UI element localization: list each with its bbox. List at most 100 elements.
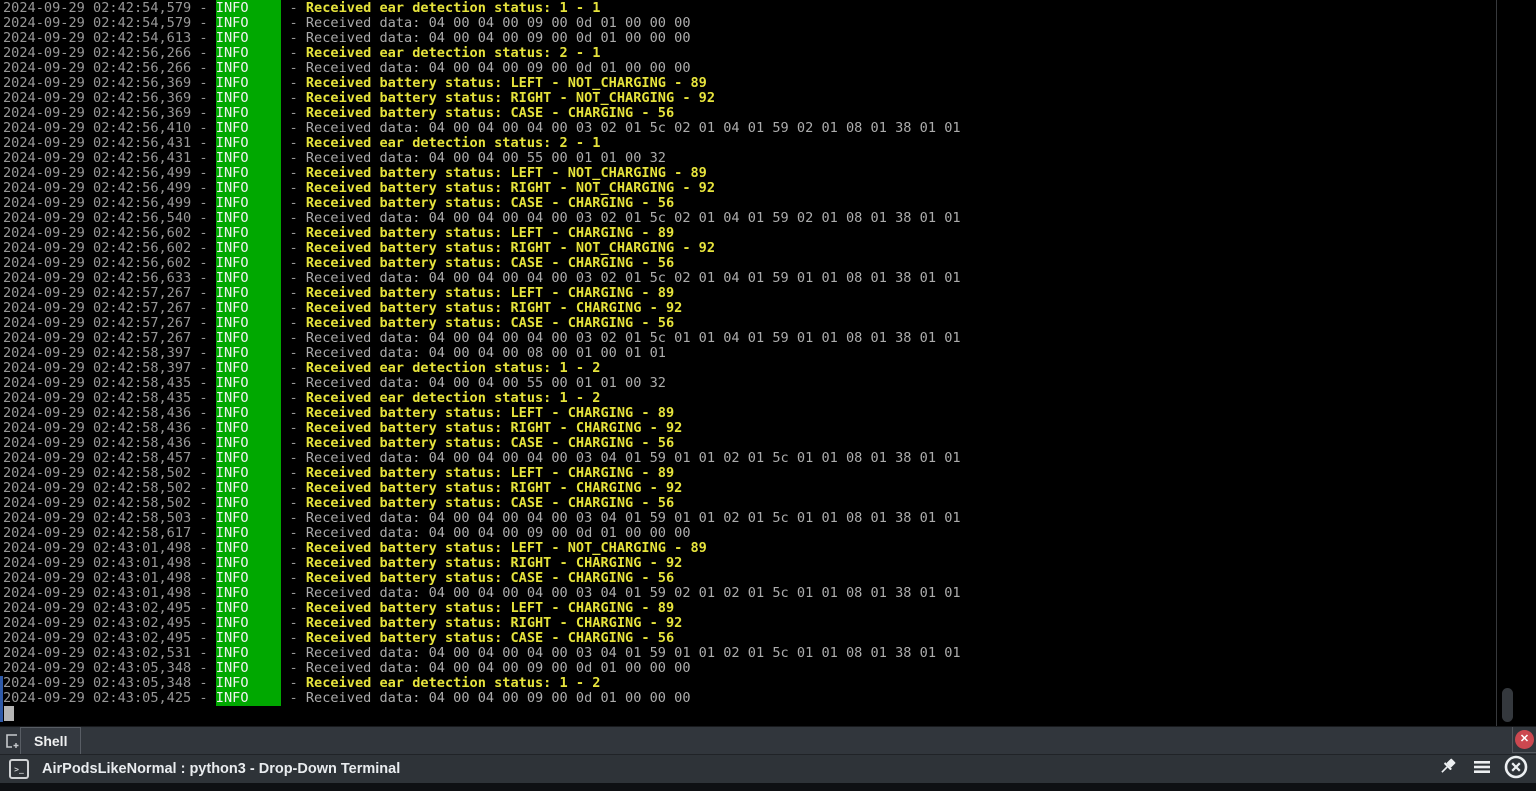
log-level-badge: INFO — [215, 360, 282, 376]
close-window-button[interactable] — [1504, 755, 1528, 784]
log-level-badge: INFO — [215, 300, 282, 316]
log-line: 2024-09-29 02:43:02,495 - INFO - Receive… — [3, 615, 683, 631]
log-level-badge: INFO — [215, 690, 282, 706]
log-level-badge: INFO — [215, 495, 282, 511]
close-session-button[interactable]: ✕ — [1515, 730, 1534, 749]
keep-open-pin-button[interactable] — [1436, 758, 1460, 782]
log-level-badge: INFO — [215, 405, 282, 421]
log-line: 2024-09-29 02:42:56,499 - INFO - Receive… — [3, 165, 707, 181]
log-level-badge: INFO — [215, 225, 282, 241]
window-bottom-edge — [0, 783, 1536, 791]
log-line: 2024-09-29 02:42:58,435 - INFO - Receive… — [3, 375, 666, 391]
log-line: 2024-09-29 02:42:58,502 - INFO - Receive… — [3, 480, 683, 496]
log-level-badge: INFO — [215, 510, 282, 526]
log-line: 2024-09-29 02:42:54,613 - INFO - Receive… — [3, 30, 691, 46]
log-level-badge: INFO — [215, 255, 282, 271]
scrollbar-thumb[interactable] — [1502, 688, 1513, 722]
log-level-badge: INFO — [215, 270, 282, 286]
log-line: 2024-09-29 02:42:58,436 - INFO - Receive… — [3, 435, 675, 451]
log-level-badge: INFO — [215, 45, 282, 61]
log-level-badge: INFO — [215, 60, 282, 76]
log-level-badge: INFO — [215, 105, 282, 121]
close-icon — [1504, 755, 1528, 784]
log-line: 2024-09-29 02:42:58,503 - INFO - Receive… — [3, 510, 961, 526]
log-level-badge: INFO — [215, 345, 282, 361]
log-level-badge: INFO — [215, 600, 282, 616]
log-line: 2024-09-29 02:42:57,267 - INFO - Receive… — [3, 300, 683, 316]
log-level-badge: INFO — [215, 165, 282, 181]
log-line: 2024-09-29 02:42:57,267 - INFO - Receive… — [3, 285, 675, 301]
scrollbar-track[interactable] — [1496, 0, 1516, 726]
log-line: 2024-09-29 02:43:02,495 - INFO - Receive… — [3, 630, 675, 646]
menu-button[interactable] — [1470, 758, 1494, 782]
log-level-badge: INFO — [215, 630, 282, 646]
log-level-badge: INFO — [215, 15, 282, 31]
log-line: 2024-09-29 02:42:56,369 - INFO - Receive… — [3, 75, 707, 91]
log-line: 2024-09-29 02:43:05,425 - INFO - Receive… — [3, 690, 691, 706]
tab-shell-label: Shell — [34, 733, 68, 749]
log-level-badge: INFO — [215, 450, 282, 466]
log-level-badge: INFO — [215, 75, 282, 91]
log-level-badge: INFO — [215, 375, 282, 391]
log-line: 2024-09-29 02:43:01,498 - INFO - Receive… — [3, 570, 675, 586]
log-line: 2024-09-29 02:43:02,495 - INFO - Receive… — [3, 600, 675, 616]
log-level-badge: INFO — [215, 540, 282, 556]
log-line: 2024-09-29 02:42:57,267 - INFO - Receive… — [3, 315, 675, 331]
log-line: 2024-09-29 02:42:56,266 - INFO - Receive… — [3, 60, 691, 76]
log-line: 2024-09-29 02:43:02,531 - INFO - Receive… — [3, 645, 961, 661]
log-line: 2024-09-29 02:42:58,436 - INFO - Receive… — [3, 420, 683, 436]
log-line: 2024-09-29 02:43:05,348 - INFO - Receive… — [3, 675, 601, 691]
log-level-badge: INFO — [215, 435, 282, 451]
log-line: 2024-09-29 02:42:56,410 - INFO - Receive… — [3, 120, 961, 136]
log-line: 2024-09-29 02:42:56,431 - INFO - Receive… — [3, 150, 666, 166]
tab-shell[interactable]: Shell — [20, 727, 82, 754]
new-tab-icon — [3, 734, 21, 754]
log-level-badge: INFO — [215, 210, 282, 226]
log-level-badge: INFO — [215, 465, 282, 481]
log-line: 2024-09-29 02:43:01,498 - INFO - Receive… — [3, 540, 707, 556]
log-line: 2024-09-29 02:42:56,602 - INFO - Receive… — [3, 225, 675, 241]
log-level-badge: INFO — [215, 315, 282, 331]
log-line: 2024-09-29 02:42:56,602 - INFO - Receive… — [3, 240, 716, 256]
log-level-badge: INFO — [215, 90, 282, 106]
new-output-indicator — [0, 676, 3, 722]
log-line: 2024-09-29 02:43:01,498 - INFO - Receive… — [3, 585, 961, 601]
log-level-badge: INFO — [215, 240, 282, 256]
log-line: 2024-09-29 02:42:58,435 - INFO - Receive… — [3, 390, 601, 406]
log-line: 2024-09-29 02:42:56,499 - INFO - Receive… — [3, 180, 716, 196]
log-level-badge: INFO — [215, 555, 282, 571]
log-level-badge: INFO — [215, 660, 282, 676]
log-line: 2024-09-29 02:42:56,499 - INFO - Receive… — [3, 195, 675, 211]
log-line: 2024-09-29 02:42:54,579 - INFO - Receive… — [3, 15, 691, 31]
log-level-badge: INFO — [215, 390, 282, 406]
tab-bar-corner: ✕ — [1512, 727, 1536, 753]
hamburger-menu-icon — [1472, 757, 1492, 782]
log-line: 2024-09-29 02:42:58,436 - INFO - Receive… — [3, 405, 675, 421]
log-line: 2024-09-29 02:42:57,267 - INFO - Receive… — [3, 330, 961, 346]
title-bar: >_ AirPodsLikeNormal : python3 - Drop-Do… — [0, 754, 1536, 783]
log-level-badge: INFO — [215, 195, 282, 211]
log-level-badge: INFO — [215, 615, 282, 631]
terminal-icon: >_ — [9, 759, 29, 779]
log-level-badge: INFO — [215, 480, 282, 496]
log-level-badge: INFO — [215, 120, 282, 136]
log-line: 2024-09-29 02:42:58,457 - INFO - Receive… — [3, 450, 961, 466]
log-level-badge: INFO — [215, 30, 282, 46]
log-line: 2024-09-29 02:42:58,397 - INFO - Receive… — [3, 345, 666, 361]
tab-bar: Shell ✕ — [0, 726, 1536, 754]
log-level-badge: INFO — [215, 525, 282, 541]
log-level-badge: INFO — [215, 330, 282, 346]
window-title: AirPodsLikeNormal : python3 - Drop-Down … — [42, 761, 401, 777]
log-line: 2024-09-29 02:42:58,502 - INFO - Receive… — [3, 495, 675, 511]
log-line: 2024-09-29 02:42:54,579 - INFO - Receive… — [3, 0, 601, 16]
log-line: 2024-09-29 02:42:56,602 - INFO - Receive… — [3, 255, 675, 271]
log-level-badge: INFO — [215, 180, 282, 196]
log-line: 2024-09-29 02:42:58,617 - INFO - Receive… — [3, 525, 691, 541]
log-level-badge: INFO — [215, 675, 282, 691]
terminal-output-area[interactable]: 2024-09-29 02:42:54,579 - INFO - Receive… — [0, 0, 1516, 726]
log-line: 2024-09-29 02:42:56,633 - INFO - Receive… — [3, 270, 961, 286]
new-tab-button[interactable] — [3, 732, 21, 750]
log-lines: 2024-09-29 02:42:54,579 - INFO - Receive… — [3, 0, 961, 706]
log-level-badge: INFO — [215, 150, 282, 166]
log-level-badge: INFO — [215, 570, 282, 586]
